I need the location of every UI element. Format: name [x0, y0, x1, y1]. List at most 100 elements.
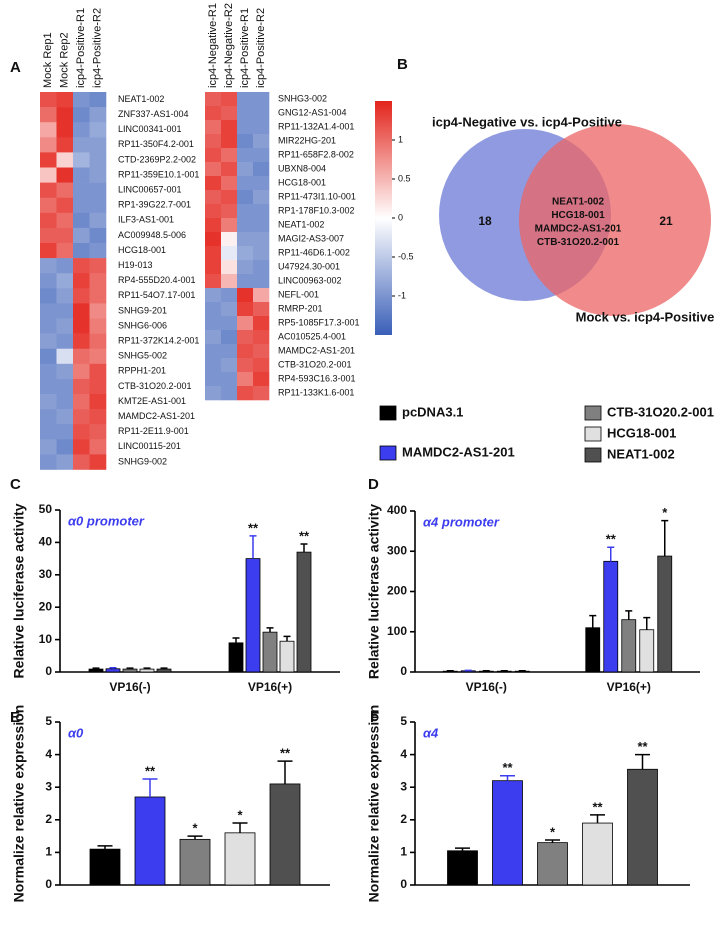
column-label: icp4-Positive-R1 — [75, 8, 87, 88]
set-count: 18 — [478, 214, 492, 228]
heat-cell — [221, 134, 238, 149]
heat-cell — [221, 344, 238, 359]
heat-cell — [205, 386, 222, 401]
heat-cell — [253, 134, 270, 149]
heat-cell — [205, 246, 222, 261]
heat-cell — [205, 288, 222, 303]
significance: ** — [145, 763, 156, 778]
error-bar — [232, 637, 240, 643]
colorbar-tick-label: -0.5 — [398, 251, 414, 261]
row-label: RP11-473I1.10-001 — [278, 191, 356, 201]
y-tick-label: 300 — [387, 543, 407, 557]
heat-cell — [89, 394, 107, 410]
error-bar — [277, 760, 293, 784]
heat-cell — [205, 204, 222, 219]
panel-label: E — [10, 709, 20, 726]
y-tick-label: 2 — [400, 812, 407, 826]
column-label: icp4-Positive-R2 — [255, 8, 267, 88]
error-bar — [545, 839, 560, 843]
heat-cell — [237, 190, 254, 205]
annotation: α4 promoter — [423, 514, 500, 529]
set-count: 21 — [659, 214, 673, 228]
heat-cell — [253, 106, 270, 121]
error-bar — [643, 616, 651, 630]
heat-cell — [73, 409, 90, 425]
heat-cell — [73, 243, 90, 259]
heat-cell — [89, 258, 107, 274]
panel-label: F — [370, 709, 379, 726]
panel-label: D — [368, 476, 379, 493]
heat-cell — [237, 302, 254, 317]
heat-cell — [56, 243, 74, 259]
heat-cell — [253, 120, 270, 135]
y-axis-label: Relative luciferase activity — [366, 504, 382, 679]
row-label: AC010525.4-001 — [278, 331, 346, 341]
heat-cell — [73, 288, 90, 304]
significance: ** — [606, 532, 617, 547]
heat-cell — [221, 288, 238, 303]
y-axis-label: Relative luciferase activity — [11, 503, 27, 678]
heat-cell — [89, 212, 107, 229]
heat-cell — [40, 348, 57, 365]
heat-cell — [40, 333, 57, 349]
column-label: icp4-Negative-R1 — [207, 3, 219, 88]
heat-cell — [89, 303, 107, 319]
heat-cell — [89, 454, 107, 470]
heat-cell — [40, 182, 57, 198]
heat-cell — [253, 176, 270, 191]
bar — [224, 832, 256, 886]
heat-cell — [237, 330, 254, 345]
significance: * — [237, 807, 243, 822]
heat-cell — [221, 106, 238, 121]
heat-cell — [205, 176, 222, 191]
heat-cell — [205, 106, 222, 121]
heat-cell — [89, 243, 107, 259]
heat-cell — [89, 197, 107, 214]
significance: ** — [502, 760, 513, 775]
intersection-item: NEAT1-002 — [552, 197, 604, 208]
heat-cell — [237, 316, 254, 331]
heat-cell — [221, 372, 238, 387]
heat-cell — [56, 227, 74, 244]
error-bar — [266, 627, 274, 633]
y-tick-label: 10 — [39, 632, 53, 646]
y-tick-label: 100 — [387, 624, 407, 638]
heat-cell — [56, 167, 74, 183]
significance: * — [662, 505, 668, 520]
row-label: CTB-31O20.2-001 — [118, 381, 192, 391]
y-tick-label: 4 — [45, 747, 52, 761]
heat-cell — [237, 386, 254, 401]
heat-cell — [237, 162, 254, 177]
heat-cell — [89, 182, 107, 198]
heat-cell — [237, 358, 254, 373]
row-label: ILF3-AS1-001 — [118, 215, 174, 225]
heat-cell — [73, 137, 90, 153]
bar — [122, 668, 138, 673]
y-tick-label: 1 — [400, 845, 407, 859]
heat-cell — [237, 176, 254, 191]
heat-cell — [40, 107, 57, 123]
column-label: icp4-Negative-R2 — [223, 3, 235, 88]
heat-cell — [56, 454, 74, 470]
row-label: ZNF337-AS1-004 — [118, 109, 189, 119]
heat-cell — [40, 454, 57, 470]
legend-swatch — [379, 405, 397, 421]
heat-cell — [89, 439, 107, 455]
heat-cell — [56, 273, 74, 289]
heat-cell — [89, 348, 107, 365]
panel-label: C — [10, 476, 21, 493]
row-label: LINC00341-001 — [118, 124, 182, 134]
heat-cell — [253, 344, 270, 359]
heat-cell — [205, 316, 222, 331]
heat-cell — [40, 227, 57, 244]
significance: ** — [248, 520, 259, 535]
bar — [156, 668, 172, 673]
row-label: RP11-133K1.6-001 — [278, 387, 354, 397]
row-label: KMT2E-AS1-001 — [118, 396, 186, 406]
row-label: RP5-1085F17.3-001 — [278, 317, 360, 327]
heat-cell — [73, 333, 90, 349]
significance: ** — [280, 746, 291, 761]
heat-cell — [221, 358, 238, 373]
heat-cell — [56, 318, 74, 334]
heat-cell — [221, 176, 238, 191]
